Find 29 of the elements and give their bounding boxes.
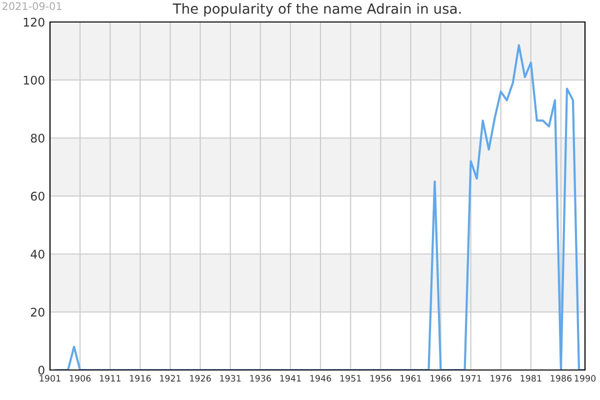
y-tick-label: 100 [24,76,44,85]
x-tick-label: 1981 [520,375,542,382]
text: 2021-09-01 [2,2,62,10]
x-tick-label: 1971 [460,375,482,382]
x-tick-label: 1990 [574,375,596,382]
y-tick-label: 40 [30,250,44,259]
x-tick-label: 1941 [280,375,301,382]
x-tick-label: 1936 [250,375,271,382]
x-tick-label: 1906 [70,375,91,382]
line-series [54,44,585,370]
x-tick-label: 1961 [400,375,421,382]
x-tick-label: 1966 [430,375,452,382]
x-tick-label: 1921 [160,375,181,382]
x-tick-label: 1976 [490,375,512,382]
y-tick-label: 20 [30,308,44,317]
x-tick-label: 1916 [130,375,151,382]
y-tick-label: 120 [24,18,44,27]
x-tick-label: 1911 [100,375,120,382]
y-tick-label: 60 [30,192,44,201]
y-tick-label: 0 [38,366,44,375]
x-tick-label: 1931 [220,375,241,382]
y-tick-label: 80 [30,134,44,143]
x-tick-label: 1951 [340,375,361,382]
chart-title: The popularity of the name Adrain in usa. [172,3,461,17]
x-tick-label: 1926 [190,375,211,382]
x-tick-label: 1956 [370,375,392,382]
x-tick-label: 1946 [310,375,332,382]
x-tick-label: 1986 [550,375,572,382]
x-tick-label: 1901 [40,375,60,382]
